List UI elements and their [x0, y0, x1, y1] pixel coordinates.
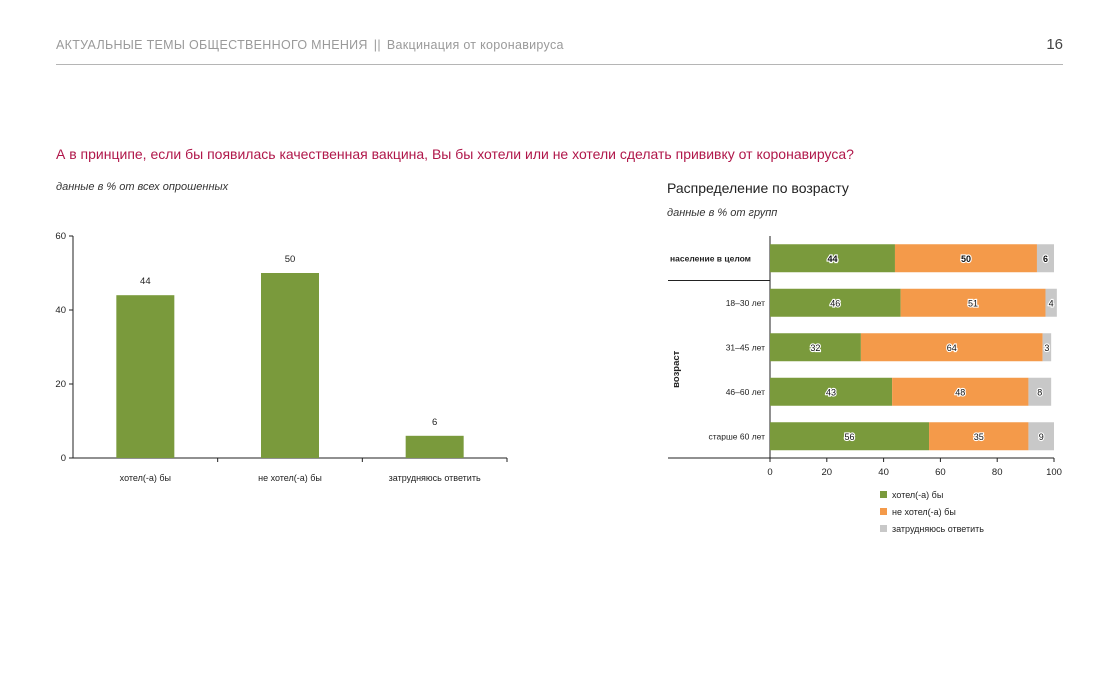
stacked-bar-segment [770, 288, 901, 317]
x-tick-label: 80 [992, 467, 1003, 478]
bar-value-label: 50 [285, 254, 296, 265]
legend-swatch [880, 525, 887, 532]
y-axis-title: возраст [671, 350, 682, 387]
segment-value-label: 35 [974, 432, 984, 442]
legend-item: не хотел(-а) бы [880, 503, 984, 520]
stacked-bar-segment [1042, 333, 1052, 362]
stacked-bar-segment [1028, 377, 1052, 406]
bar-value-label: 6 [432, 417, 437, 428]
legend-label: хотел(-а) бы [892, 489, 944, 500]
segment-value-label: 9 [1039, 432, 1044, 442]
overall-bar-chart: 0 20 40 60 44 хотел(-а) бы 50 не хотел(-а) бы 6 з… [55, 231, 508, 483]
right-chart-title: Распределение по возрасту [667, 180, 849, 196]
segment-value-label: 32 [810, 343, 820, 353]
segment-value-label: 56 [845, 432, 855, 442]
page-number: 16 [1046, 36, 1063, 53]
segment-value-label: 43 [826, 387, 836, 397]
stacked-bar-segment [860, 333, 1043, 362]
stacked-bar-segment [770, 377, 893, 406]
age-stacked-bar-chart: 0 20 40 60 80 100 возраст население в целом 44 50… [668, 236, 1062, 478]
left-chart-note: данные в % от всех опрошенных [56, 181, 229, 193]
bar [261, 273, 319, 458]
row-category-label: 31–45 лет [726, 342, 765, 352]
right-chart-note: данные в % от групп [667, 207, 778, 219]
bar [405, 435, 464, 458]
row-category-label: население в целом [670, 253, 751, 263]
x-tick-label: 20 [822, 467, 833, 478]
x-tick-label: 0 [767, 467, 772, 478]
segment-value-label: 8 [1037, 387, 1042, 397]
legend-label: затрудняюсь ответить [892, 523, 984, 534]
page-header: АКТУАЛЬНЫЕ ТЕМЫ ОБЩЕСТВЕННОГО МНЕНИЯ || Ва… [56, 36, 1063, 65]
segment-value-label: 48 [955, 387, 965, 397]
x-category-label: затрудняюсь ответить [389, 473, 481, 483]
stacked-bar-segment [770, 422, 930, 451]
legend-swatch [880, 508, 887, 515]
x-category-label: хотел(-а) бы [120, 473, 171, 483]
header-title: АКТУАЛЬНЫЕ ТЕМЫ ОБЩЕСТВЕННОГО МНЕНИЯ || Ва… [56, 38, 564, 52]
x-tick-label: 40 [878, 467, 889, 478]
segment-value-label: 4 [1049, 298, 1054, 308]
header-topic: Вакцинация от коронавируса [386, 38, 564, 52]
bar-value-label: 44 [140, 276, 151, 287]
legend-label: не хотел(-а) бы [892, 506, 956, 517]
legend-swatch [880, 491, 887, 498]
x-category-label: не хотел(-а) бы [258, 473, 322, 483]
x-tick-label: 60 [935, 467, 946, 478]
question-title: А в принципе, если бы появилась качестве… [56, 146, 854, 162]
segment-value-label: 64 [947, 343, 957, 353]
segment-value-label: 46 [830, 298, 840, 308]
row-category-label: 46–60 лет [726, 387, 765, 397]
y-tick-label: 0 [61, 453, 66, 464]
stacked-bar-segment [1045, 288, 1057, 317]
header-section: АКТУАЛЬНЫЕ ТЕМЫ ОБЩЕСТВЕННОГО МНЕНИЯ [56, 38, 368, 52]
stacked-bar-segment [1036, 244, 1054, 273]
y-tick-label: 60 [55, 231, 66, 242]
bar [116, 295, 175, 458]
stacked-bar-segment [770, 333, 861, 362]
segment-value-label: 6 [1043, 254, 1048, 264]
legend-item: хотел(-а) бы [880, 486, 984, 503]
stacked-bar-segment [1028, 422, 1054, 451]
segment-value-label: 44 [827, 254, 837, 264]
y-tick-label: 20 [55, 379, 66, 390]
segment-value-label: 51 [968, 298, 978, 308]
y-tick-label: 40 [55, 305, 66, 316]
header-separator: || [373, 38, 381, 52]
x-tick-label: 100 [1046, 467, 1062, 478]
stacked-bar-segment [770, 244, 895, 273]
stacked-bar-segment [894, 244, 1037, 273]
row-category-label: старше 60 лет [708, 431, 765, 441]
segment-value-label: 3 [1044, 343, 1049, 353]
stacked-bar-segment [892, 377, 1029, 406]
stacked-bar-segment [900, 288, 1046, 317]
legend-item: затрудняюсь ответить [880, 520, 984, 537]
row-category-label: 18–30 лет [726, 298, 765, 308]
stacked-bar-segment [929, 422, 1029, 451]
segment-value-label: 50 [961, 254, 971, 264]
chart-legend: хотел(-а) бы не хотел(-а) бы затрудняюсь о… [880, 486, 984, 537]
